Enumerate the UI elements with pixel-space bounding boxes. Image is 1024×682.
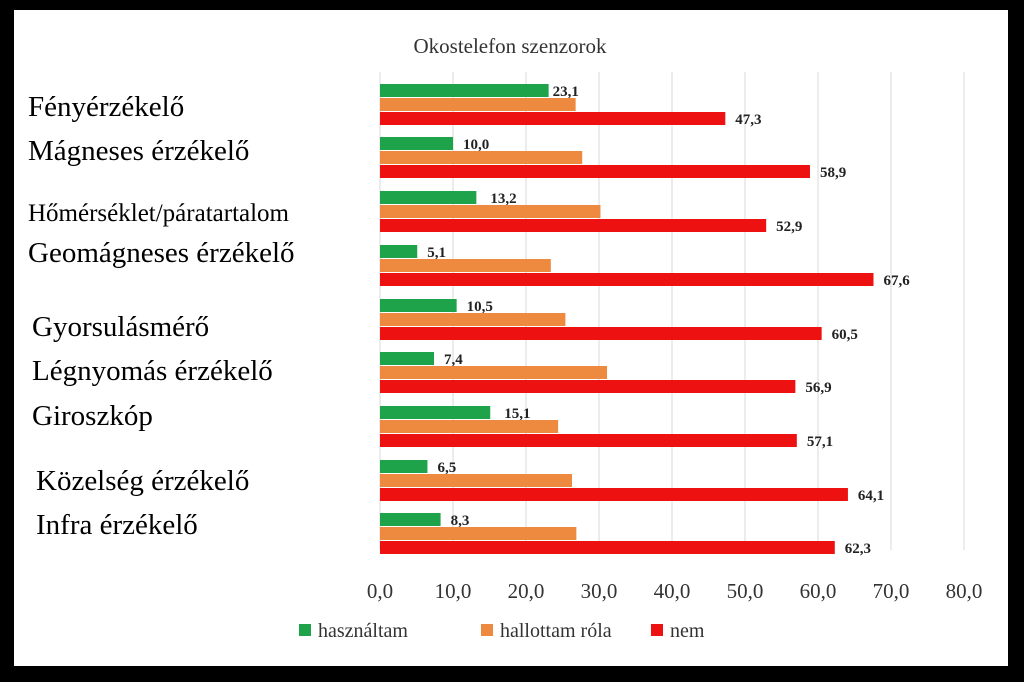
bar-2 [380,380,796,393]
bar-0 [380,245,418,258]
bar-0 [380,352,435,365]
bar-0 [380,460,428,473]
bar-1 [380,366,608,379]
category-label: Hőmérséklet/páratartalom [28,200,290,227]
data-label: 57,1 [807,434,833,450]
data-label: 13,2 [490,191,516,207]
x-tick-label: 60,0 [800,579,837,603]
data-label: 62,3 [845,541,871,557]
category-label: Közelség érzékelő [36,465,249,497]
legend-swatch [651,624,663,636]
legend-swatch [481,624,493,636]
bar-1 [380,313,566,326]
category-label: Légnyomás érzékelő [32,355,273,387]
data-label: 52,9 [776,219,802,235]
bar-1 [380,151,583,164]
legend-label: használtam [318,620,408,642]
bar-2 [380,112,726,125]
bar-1 [380,527,577,540]
data-label: 47,3 [735,112,761,128]
category-label: Infra érzékelő [36,509,198,541]
x-tick-label: 80,0 [946,579,983,603]
legend-label: nem [670,620,705,642]
x-tick-label: 30,0 [581,579,618,603]
legend: használtam hallottam róla nem [299,620,705,642]
bar-1 [380,474,572,487]
bar-2 [380,219,767,232]
category-label: Geomágneses érzékelő [28,237,295,269]
data-label: 8,3 [451,513,470,529]
bar-2 [380,541,835,554]
bar-0 [380,299,457,312]
x-tick-label: 20,0 [508,579,545,603]
legend-swatch [299,624,311,636]
data-label: 7,4 [444,352,463,368]
data-label: 15,1 [504,406,530,422]
bar-2 [380,273,874,286]
chart-title: Okostelefon szenzorok [413,34,607,58]
data-label: 58,9 [820,165,846,181]
data-label: 64,1 [858,488,884,504]
bar-0 [380,406,491,419]
category-label: Gyorsulásmérő [32,311,209,343]
bar-0 [380,84,549,97]
bar-1 [380,205,601,218]
bars: 23,1 47,3 10,0 58,9 13,2 52,9 5,1 67,6 10,5 60,5 7… [380,84,910,557]
data-label: 23,1 [553,84,579,100]
data-label: 10,0 [463,137,489,153]
bar-2 [380,165,810,178]
category-label: Fényérzékelő [28,91,184,123]
data-label: 60,5 [832,327,858,343]
x-tick-label: 40,0 [654,579,691,603]
x-tick-label: 50,0 [727,579,764,603]
category-label: Mágneses érzékelő [28,135,249,167]
x-tick-label: 10,0 [435,579,472,603]
bar-chart: Okostelefon szenzorok 23,1 47,3 10,0 58,9 13… [28,34,983,642]
category-label: Giroszkóp [32,400,153,432]
bar-0 [380,191,477,204]
x-tick-label: 0,0 [367,579,393,603]
data-label: 6,5 [437,460,456,476]
legend-label: hallottam róla [500,620,612,642]
bar-2 [380,327,822,340]
bar-1 [380,98,576,111]
data-label: 67,6 [883,273,910,289]
bar-1 [380,259,551,272]
data-label: 10,5 [467,299,493,315]
category-labels: Fényérzékelő Mágneses érzékelő Hőmérséklet… [28,91,295,541]
bar-1 [380,420,559,433]
data-label: 56,9 [805,380,831,396]
bar-2 [380,488,848,501]
x-tick-labels: 0,0 10,0 20,0 30,0 40,0 50,0 60,0 70,0 80,0 [367,579,983,603]
bar-0 [380,513,441,526]
bar-2 [380,434,797,447]
chart-frame: Okostelefon szenzorok 23,1 47,3 10,0 58,9 13… [14,10,1008,666]
data-label: 5,1 [427,245,446,261]
bar-0 [380,137,453,150]
x-tick-label: 70,0 [873,579,910,603]
